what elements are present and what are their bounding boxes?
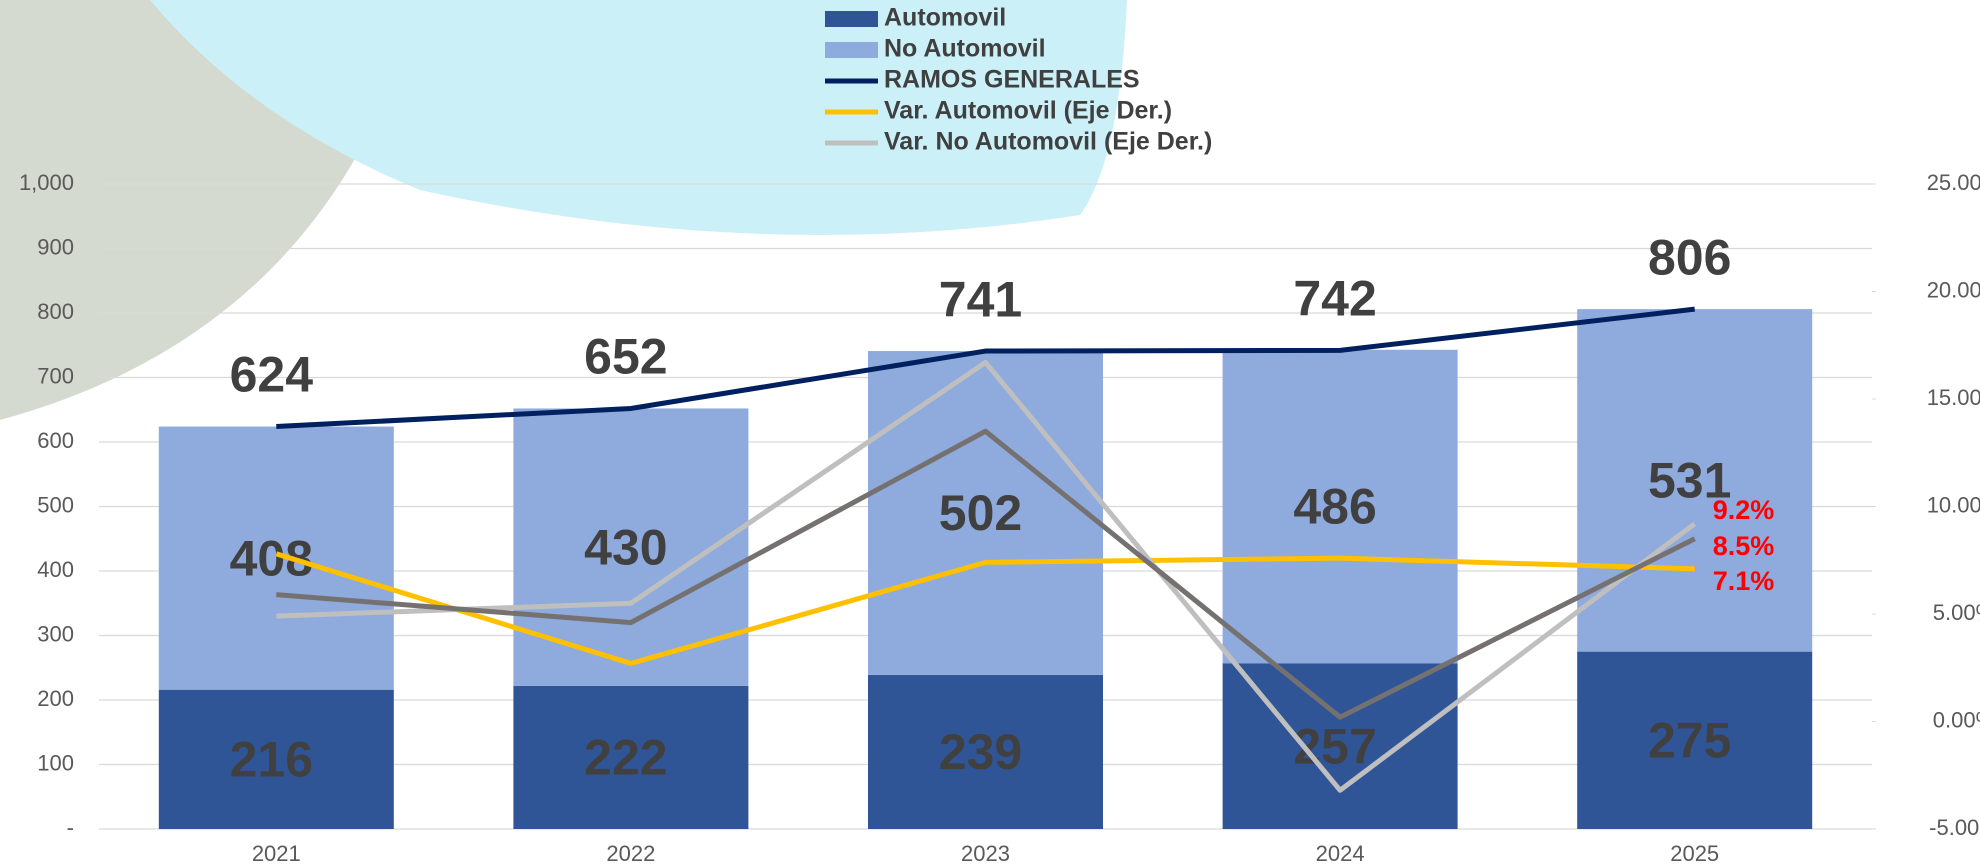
y2-tick-label: 0.00% [1933, 707, 1980, 732]
legend-label: Var. No Automovil (Eje Der.) [884, 128, 1212, 156]
bar-label: 222 [584, 730, 667, 786]
bar-label: 502 [939, 485, 1022, 541]
y-tick-label: 200 [37, 686, 74, 711]
chart: - 100 200 300 400 500 600 700 800 900 1,000 -5.00% 0… [0, 0, 1980, 868]
y2-tick-label: 20.00% [1927, 277, 1980, 302]
y-tick-label: 400 [37, 557, 74, 582]
total-label: 624 [230, 347, 314, 403]
x-tick-label: 2022 [606, 841, 655, 866]
y-tick-label: 1,000 [19, 170, 74, 195]
y-tick-label: - [67, 815, 74, 840]
bar-label: 408 [230, 530, 313, 586]
y-tick-label: 700 [37, 363, 74, 388]
y-tick-label: 300 [37, 621, 74, 646]
x-tick-label: 2021 [252, 841, 301, 866]
end-label: 9.2% [1713, 495, 1775, 525]
end-label: 7.1% [1713, 566, 1775, 596]
end-label: 8.5% [1713, 531, 1775, 561]
total-label: 742 [1293, 271, 1376, 327]
total-label: 806 [1648, 229, 1731, 285]
legend-label: RAMOS GENERALES [884, 66, 1140, 94]
legend-swatch [825, 11, 878, 27]
bar-label: 486 [1293, 479, 1376, 535]
x-tick-label: 2023 [961, 841, 1010, 866]
y-tick-label: 500 [37, 492, 74, 517]
y2-tick-label: -5.00% [1929, 815, 1980, 840]
y-tick-label: 100 [37, 750, 74, 775]
total-label: 741 [939, 271, 1022, 327]
legend-label: Var. Automovil (Eje Der.) [884, 97, 1172, 125]
bar-label: 239 [939, 724, 1022, 780]
bar-label: 275 [1648, 713, 1731, 769]
legend-swatch [825, 42, 878, 58]
x-tick-label: 2024 [1316, 841, 1365, 866]
y-tick-label: 900 [37, 234, 74, 259]
y2-tick-label: 5.00% [1933, 600, 1980, 625]
y2-tick-label: 10.00% [1927, 492, 1980, 517]
bar-label: 216 [230, 732, 313, 788]
legend-label: No Automovil [884, 35, 1046, 63]
y2-tick-label: 25.00% [1927, 170, 1980, 195]
y-tick-label: 800 [37, 299, 74, 324]
y2-tick-label: 15.00% [1927, 385, 1980, 410]
legend-label: Automovil [884, 4, 1006, 32]
x-tick-label: 2025 [1670, 841, 1719, 866]
bar-label: 430 [584, 519, 667, 575]
y-tick-label: 600 [37, 428, 74, 453]
total-label: 652 [584, 329, 667, 385]
